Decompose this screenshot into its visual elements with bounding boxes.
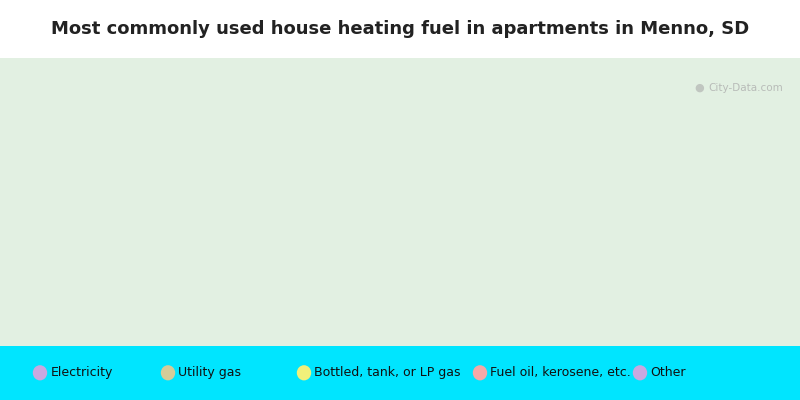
Circle shape	[124, 3, 676, 400]
Circle shape	[253, 132, 547, 400]
Circle shape	[248, 127, 552, 400]
Circle shape	[258, 136, 542, 400]
Circle shape	[340, 219, 460, 339]
Circle shape	[161, 40, 639, 400]
Wedge shape	[467, 139, 583, 244]
Wedge shape	[494, 266, 598, 279]
Circle shape	[335, 214, 465, 343]
Circle shape	[322, 201, 478, 357]
Circle shape	[308, 187, 492, 371]
Circle shape	[331, 210, 469, 348]
Circle shape	[133, 12, 667, 400]
Ellipse shape	[473, 365, 487, 380]
Circle shape	[146, 26, 654, 400]
Circle shape	[128, 7, 672, 400]
Circle shape	[285, 164, 515, 394]
Wedge shape	[202, 84, 385, 279]
Circle shape	[211, 90, 589, 400]
Wedge shape	[488, 206, 597, 273]
Circle shape	[276, 155, 524, 400]
Circle shape	[271, 150, 529, 400]
Circle shape	[363, 242, 437, 316]
Circle shape	[280, 159, 520, 399]
Text: City-Data.com: City-Data.com	[708, 83, 782, 93]
Circle shape	[354, 233, 446, 325]
Circle shape	[326, 205, 474, 353]
Circle shape	[386, 265, 414, 293]
Circle shape	[198, 76, 602, 400]
Circle shape	[230, 108, 570, 400]
Circle shape	[193, 72, 607, 400]
Wedge shape	[369, 82, 539, 212]
Text: Bottled, tank, or LP gas: Bottled, tank, or LP gas	[314, 366, 461, 379]
Circle shape	[225, 104, 575, 400]
Circle shape	[262, 141, 538, 400]
Ellipse shape	[161, 365, 175, 380]
Circle shape	[239, 118, 561, 400]
Circle shape	[350, 228, 450, 330]
Circle shape	[138, 16, 662, 400]
Circle shape	[395, 274, 405, 284]
Circle shape	[303, 182, 497, 376]
Circle shape	[313, 192, 487, 366]
Circle shape	[221, 99, 579, 400]
Circle shape	[202, 81, 598, 400]
Circle shape	[358, 238, 442, 320]
Circle shape	[234, 113, 566, 400]
Circle shape	[206, 86, 594, 400]
Circle shape	[188, 67, 612, 400]
Circle shape	[377, 256, 423, 302]
Text: Most commonly used house heating fuel in apartments in Menno, SD: Most commonly used house heating fuel in…	[51, 20, 749, 38]
Circle shape	[243, 122, 557, 400]
Text: ●: ●	[694, 83, 704, 93]
Ellipse shape	[297, 365, 311, 380]
Circle shape	[368, 247, 432, 311]
Circle shape	[266, 146, 534, 400]
Text: Electricity: Electricity	[50, 366, 113, 379]
Circle shape	[165, 44, 635, 400]
Circle shape	[298, 178, 502, 380]
Circle shape	[294, 173, 506, 385]
Text: Utility gas: Utility gas	[178, 366, 242, 379]
Circle shape	[345, 224, 455, 334]
Text: Other: Other	[650, 366, 686, 379]
Circle shape	[390, 270, 410, 288]
Circle shape	[142, 21, 658, 400]
Circle shape	[216, 95, 584, 400]
Ellipse shape	[633, 365, 647, 380]
Circle shape	[372, 251, 428, 306]
Circle shape	[183, 62, 617, 400]
Circle shape	[317, 196, 483, 362]
Circle shape	[290, 168, 510, 390]
Circle shape	[382, 260, 418, 297]
Text: Fuel oil, kerosene, etc.: Fuel oil, kerosene, etc.	[490, 366, 631, 379]
Circle shape	[156, 35, 644, 400]
Circle shape	[151, 30, 649, 400]
Circle shape	[170, 49, 630, 400]
Circle shape	[179, 58, 621, 400]
Ellipse shape	[33, 365, 47, 380]
Circle shape	[174, 53, 626, 400]
